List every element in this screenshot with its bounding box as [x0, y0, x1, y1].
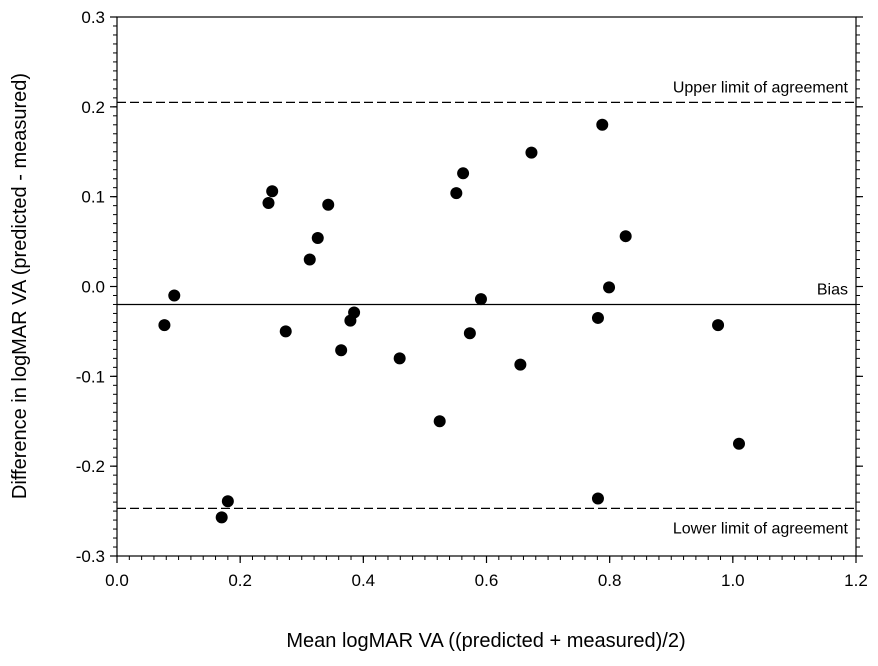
reference-lines-layer: Upper limit of agreement Bias Lower limit … — [117, 79, 856, 537]
data-point — [433, 415, 446, 428]
data-point — [303, 253, 316, 266]
y-axis-title: Difference in logMAR VA (predicted - mea… — [9, 73, 31, 499]
data-point — [168, 289, 181, 302]
data-point — [619, 230, 632, 243]
x-axis-title: Mean logMAR VA ((predicted + measured)/2… — [286, 630, 685, 652]
data-point — [712, 319, 725, 332]
data-point — [348, 306, 361, 319]
reference-line-label: Lower limit of agreement — [673, 520, 849, 537]
points-layer — [158, 118, 745, 524]
data-point — [591, 311, 604, 324]
x-tick-label: 0.4 — [352, 571, 376, 590]
data-point — [158, 319, 171, 332]
ticks-layer: -0.3 -0.2 -0.1 0.0 0.1 0.2 0.3 0.0 0.2 0.4 0.6 0.8 1… — [76, 8, 868, 590]
data-point — [215, 511, 228, 524]
data-point — [322, 198, 335, 211]
y-tick-label: 0.1 — [81, 188, 105, 207]
data-point — [279, 325, 292, 338]
reference-line-label: Bias — [817, 281, 848, 298]
y-tick-label: -0.3 — [76, 547, 105, 566]
data-point — [266, 185, 279, 198]
data-point — [525, 146, 538, 159]
data-point — [474, 293, 487, 306]
data-point — [262, 196, 275, 209]
data-point — [603, 281, 616, 294]
data-point — [457, 167, 470, 180]
y-tick-label: 0.2 — [81, 98, 105, 117]
data-point — [450, 187, 463, 200]
data-point — [221, 495, 234, 508]
data-point — [591, 492, 604, 505]
reference-line-label: Upper limit of agreement — [673, 79, 849, 96]
x-tick-label: 0.0 — [105, 571, 129, 590]
x-tick-label: 0.2 — [228, 571, 252, 590]
data-point — [311, 231, 324, 244]
y-tick-label: 0.3 — [81, 8, 105, 27]
data-point — [463, 327, 476, 340]
data-point — [732, 437, 745, 450]
x-tick-label: 0.6 — [475, 571, 499, 590]
x-tick-label: 1.0 — [721, 571, 745, 590]
data-point — [514, 358, 527, 371]
data-point — [393, 352, 406, 365]
plot-frame — [116, 16, 857, 557]
data-point — [596, 118, 609, 131]
x-tick-label: 0.8 — [598, 571, 622, 590]
data-point — [335, 344, 348, 357]
y-tick-label: -0.1 — [76, 367, 105, 386]
x-tick-label: 1.2 — [844, 571, 868, 590]
y-tick-label: 0.0 — [81, 278, 105, 297]
y-tick-label: -0.2 — [76, 457, 105, 476]
